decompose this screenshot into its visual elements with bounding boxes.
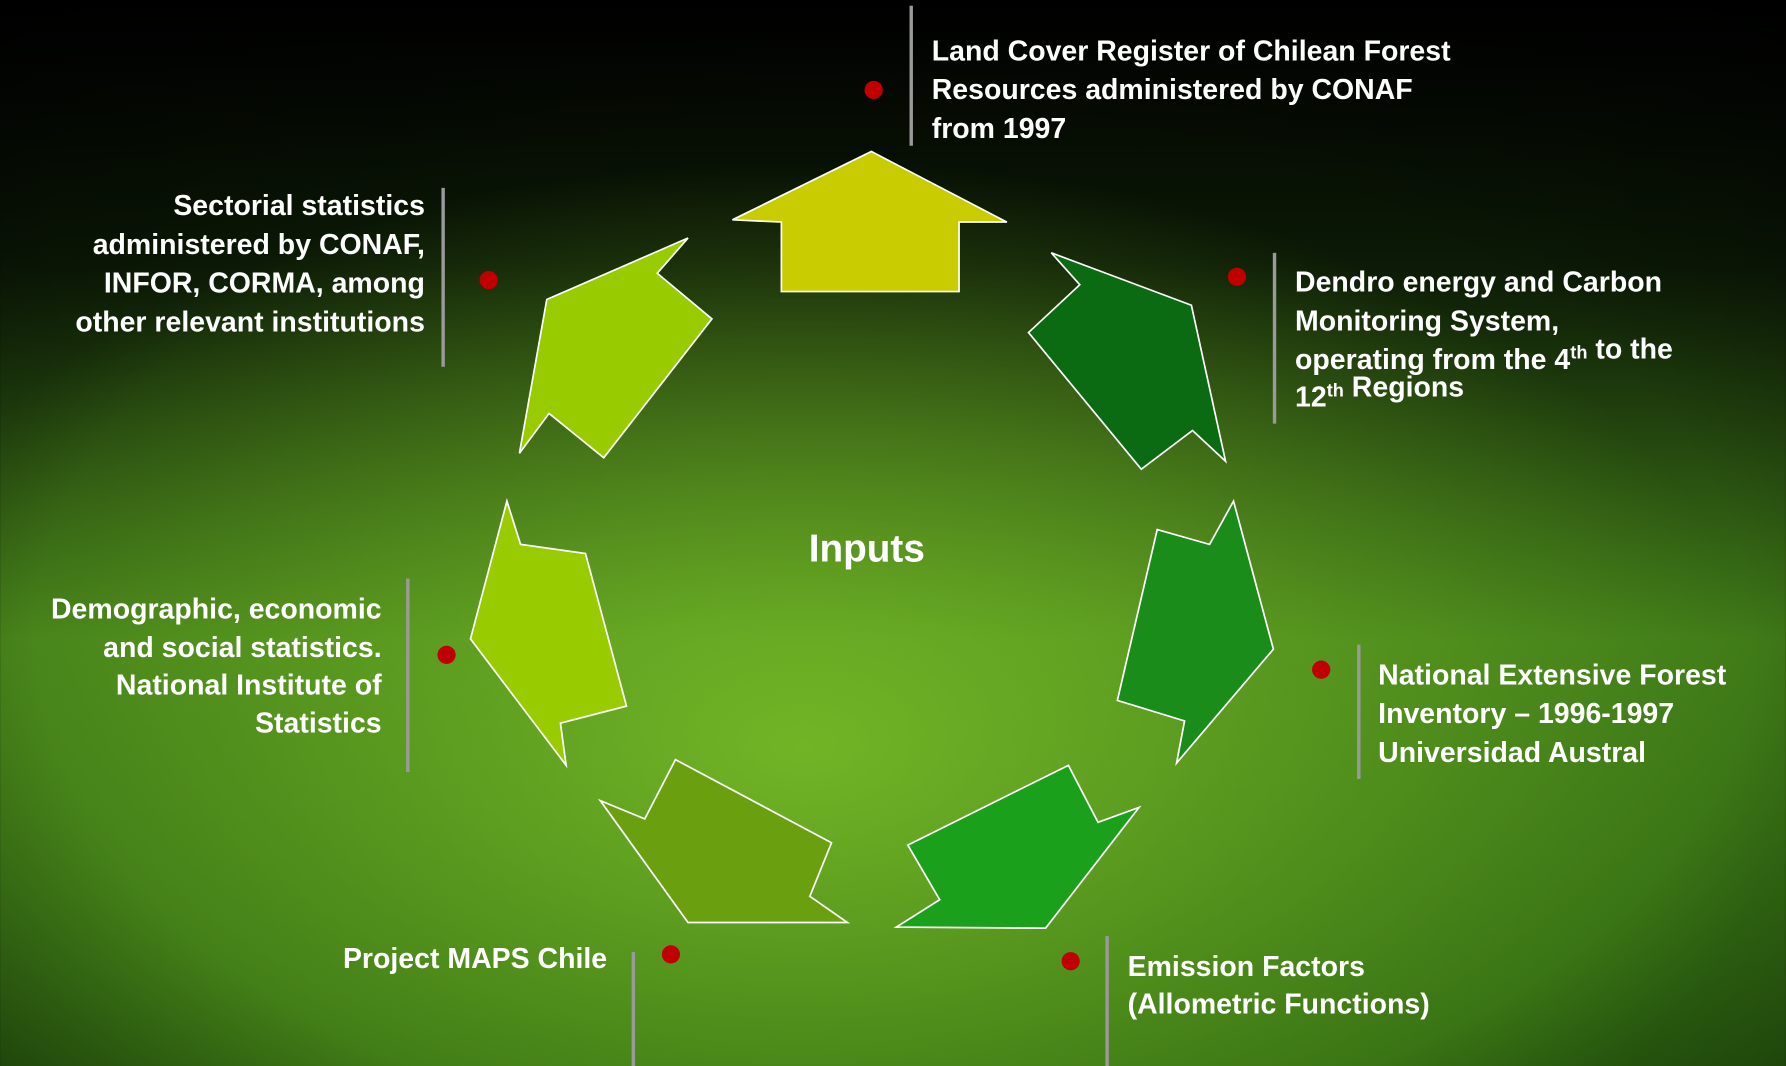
label-text: Land Cover Register of Chilean Forest [932, 35, 1451, 67]
node-label: Resources administered by CONAF [932, 74, 1413, 106]
label-text: Demographic, economic [51, 593, 382, 625]
node-label: National Extensive Forest [1378, 659, 1727, 691]
node-label: National Institute of [116, 670, 382, 702]
label-text: Regions [1344, 371, 1464, 403]
diagram: Inputs Land Cover Register of Chilean Fo… [0, 0, 1786, 1066]
node-label: Inventory – 1996-1997 [1378, 698, 1674, 730]
node-label: Demographic, economic [51, 593, 382, 625]
node-label: Sectorial statistics [173, 190, 425, 222]
label-text: Resources administered by CONAF [932, 74, 1413, 106]
label-text: Sectorial statistics [173, 190, 425, 222]
bullet [1312, 661, 1330, 679]
label-text: from 1997 [932, 113, 1067, 145]
label-text: (Allometric Functions) [1128, 989, 1430, 1021]
label-text: 12 [1295, 382, 1327, 414]
node-label: Project MAPS Chile [343, 943, 607, 975]
bullet [1062, 952, 1080, 970]
bullet [480, 271, 498, 289]
label-text: other relevant institutions [75, 306, 425, 338]
label-text: Dendro energy and Carbon [1295, 267, 1662, 299]
node-label: Universidad Austral [1378, 737, 1646, 769]
superscript: th [1327, 380, 1344, 400]
label-text: National Institute of [116, 670, 382, 702]
node-label: Emission Factors [1128, 951, 1365, 983]
label-text: and social statistics. [103, 632, 381, 664]
label-text: INFOR, CORMA, among [104, 268, 425, 300]
node-label: from 1997 [932, 113, 1067, 145]
node-label: and social statistics. [103, 632, 381, 664]
label-text: National Extensive Forest [1378, 659, 1727, 691]
label-text: Project MAPS Chile [343, 943, 607, 975]
label-text: Inventory – 1996-1997 [1378, 698, 1674, 730]
page: Inputs Land Cover Register of Chilean Fo… [0, 0, 1786, 1066]
bullet [865, 81, 883, 99]
node-label: administered by CONAF, [93, 229, 425, 261]
node-label: other relevant institutions [75, 306, 425, 338]
label-text: Universidad Austral [1378, 737, 1646, 769]
label-text: to the [1587, 334, 1672, 366]
superscript: th [1570, 343, 1587, 363]
node-label: Statistics [255, 707, 382, 739]
node-label: Monitoring System, [1295, 305, 1559, 337]
node-label: (Allometric Functions) [1128, 989, 1430, 1021]
node-label: Dendro energy and Carbon [1295, 267, 1662, 299]
node-label: INFOR, CORMA, among [104, 268, 425, 300]
node-label: Land Cover Register of Chilean Forest [932, 35, 1451, 67]
label-text: Monitoring System, [1295, 305, 1559, 337]
bullet [437, 646, 455, 664]
label-text: administered by CONAF, [93, 229, 425, 261]
center-label: Inputs [809, 527, 925, 570]
label-text: Statistics [255, 707, 382, 739]
bullet [1228, 268, 1246, 286]
label-text: Emission Factors [1128, 951, 1365, 983]
bullet [662, 945, 680, 963]
